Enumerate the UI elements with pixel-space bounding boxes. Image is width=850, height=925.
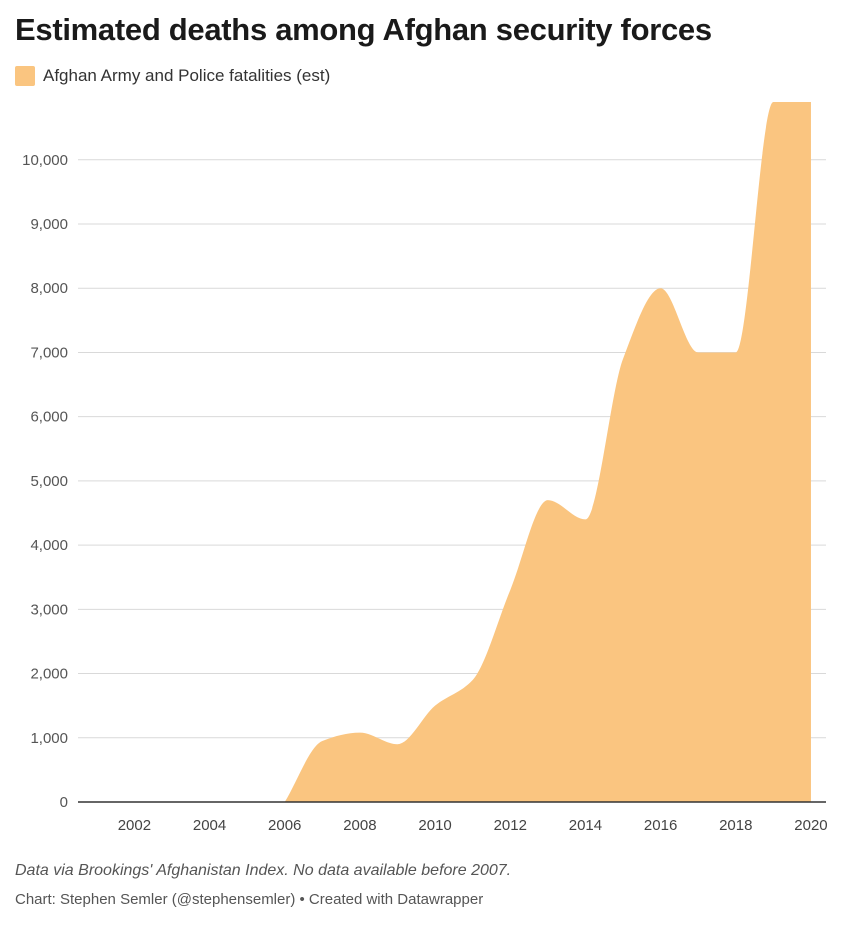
y-tick-label: 3,000 bbox=[30, 601, 68, 618]
source-note: Data via Brookings' Afghanistan Index. N… bbox=[15, 862, 512, 879]
y-tick-label: 2,000 bbox=[30, 666, 68, 683]
x-tick-label: 2016 bbox=[644, 817, 677, 834]
y-tick-label: 7,000 bbox=[30, 344, 68, 361]
y-tick-label: 1,000 bbox=[30, 730, 68, 747]
series-area bbox=[284, 102, 811, 802]
x-tick-label: 2020 bbox=[794, 817, 827, 834]
y-tick-label: 0 bbox=[60, 794, 68, 811]
x-tick-label: 2004 bbox=[193, 817, 226, 834]
x-tick-label: 2010 bbox=[418, 817, 451, 834]
x-tick-label: 2018 bbox=[719, 817, 752, 834]
x-tick-label: 2014 bbox=[569, 817, 602, 834]
legend-label: Afghan Army and Police fatalities (est) bbox=[43, 66, 331, 85]
y-tick-label: 5,000 bbox=[30, 473, 68, 490]
area-layer bbox=[284, 102, 811, 802]
chart-credit: Chart: Stephen Semler (@stephensemler) •… bbox=[15, 891, 484, 908]
x-tick-label: 2008 bbox=[343, 817, 376, 834]
y-tick-label: 4,000 bbox=[30, 537, 68, 554]
y-tick-label: 8,000 bbox=[30, 280, 68, 297]
y-tick-label: 10,000 bbox=[22, 152, 68, 169]
axes: 0 1,000 2,000 3,000 4,000 5,000 6,000 7,000 8,00… bbox=[22, 152, 828, 834]
chart-title: Estimated deaths among Afghan security f… bbox=[15, 12, 712, 47]
y-tick-label: 9,000 bbox=[30, 216, 68, 233]
legend: Afghan Army and Police fatalities (est) bbox=[15, 66, 330, 86]
x-tick-label: 2006 bbox=[268, 817, 301, 834]
legend-swatch bbox=[15, 66, 35, 86]
x-tick-label: 2002 bbox=[118, 817, 151, 834]
area-chart: 0 1,000 2,000 3,000 4,000 5,000 6,000 7,000 8,00… bbox=[22, 102, 828, 834]
x-tick-label: 2012 bbox=[494, 817, 527, 834]
y-tick-label: 6,000 bbox=[30, 409, 68, 426]
